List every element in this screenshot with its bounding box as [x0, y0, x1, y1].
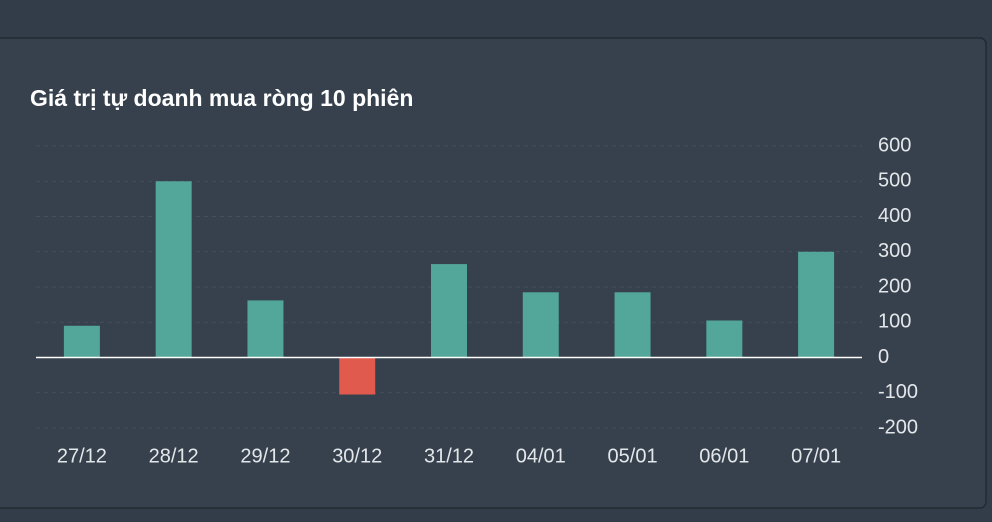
bar [706, 320, 743, 358]
x-tick-label: 06/01 [699, 445, 749, 467]
x-tick-label: 28/12 [149, 445, 199, 467]
y-tick-label: 0 [878, 346, 889, 368]
y-tick-label: 300 [878, 240, 911, 262]
y-tick-label: 100 [878, 311, 911, 333]
y-tick-label: 600 [878, 134, 911, 156]
x-tick-label: 31/12 [424, 445, 474, 467]
bar [614, 292, 651, 358]
x-tick-label: 27/12 [57, 445, 107, 467]
chart-title: Giá trị tự doanh mua ròng 10 phiên [30, 85, 413, 111]
x-tick-label: 05/01 [608, 445, 658, 467]
bar [155, 181, 192, 358]
y-tick-label: 400 [878, 205, 911, 227]
y-tick-label: 200 [878, 275, 911, 297]
y-tick-label: 500 [878, 170, 911, 192]
x-tick-label: 30/12 [332, 445, 382, 467]
bar [431, 264, 467, 358]
bar [247, 300, 284, 358]
bar [339, 357, 376, 395]
bar [798, 251, 835, 358]
x-tick-label: 29/12 [240, 445, 290, 467]
y-tick-label: -200 [878, 416, 918, 438]
bar [63, 325, 100, 358]
x-tick-label: 04/01 [516, 445, 566, 467]
panel [0, 37, 987, 509]
y-tick-label: -100 [878, 381, 918, 403]
bar [522, 292, 559, 358]
x-tick-label: 07/01 [791, 445, 841, 467]
